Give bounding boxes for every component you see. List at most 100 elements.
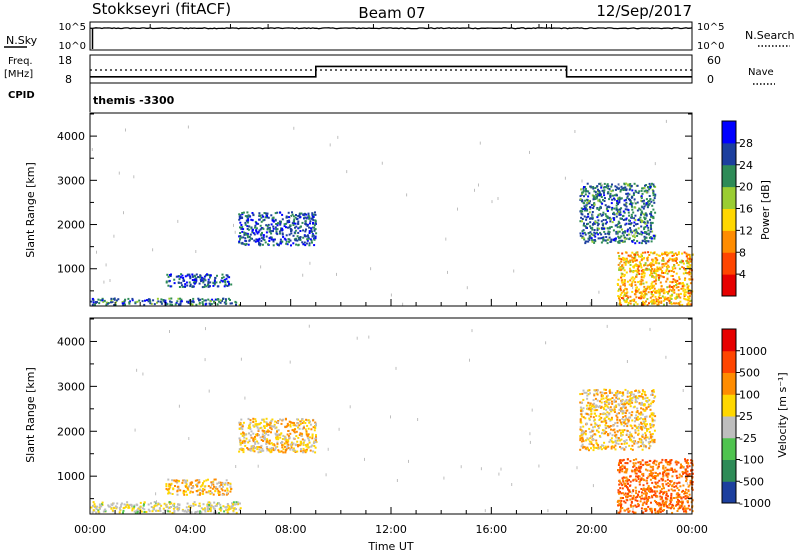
data-cell [311,433,314,436]
data-cell [582,187,585,190]
data-cell [645,288,648,291]
data-cell [646,205,649,208]
data-cell [660,301,663,304]
nave-tick-low: 0 [707,73,714,86]
data-cell [648,264,651,266]
data-cell [252,449,255,452]
data-cell [255,433,257,436]
data-cell [620,503,623,506]
data-cell [663,503,665,506]
data-cell [623,280,626,283]
data-cell [626,195,629,198]
data-cell [661,479,664,482]
data-cell [643,202,646,205]
data-cell [292,215,295,218]
data-cell [627,303,630,306]
data-cell [668,290,670,293]
data-cell [162,507,165,510]
data-cell [624,223,627,226]
data-cell [211,298,214,301]
data-cell [670,286,673,288]
data-cell [644,397,647,400]
data-cell [684,298,687,301]
data-cell [301,427,304,430]
data-cell [301,438,304,441]
data-cell [682,466,685,469]
data-cell [242,211,245,214]
data-cell [270,442,273,445]
data-cell [310,239,313,242]
data-cell [656,289,659,292]
data-cell [600,448,603,451]
data-cell [187,488,190,491]
data-cell [629,230,632,233]
data-cell [167,478,170,481]
noise-cell [177,219,179,223]
data-cell [687,301,690,304]
data-cell [660,300,663,303]
data-cell [303,241,306,244]
data-cell [269,447,272,450]
data-cell [179,297,182,300]
data-cell [263,420,266,423]
data-cell [627,488,629,491]
data-cell [670,459,673,461]
data-cell [636,418,639,421]
data-cell [169,300,171,303]
data-cell [661,509,664,512]
data-cell [607,426,610,429]
data-cell [666,260,669,263]
data-cell [636,232,639,235]
data-cell [600,196,603,198]
data-cell [631,240,634,243]
noise-cell [469,358,470,362]
data-cell [175,479,178,482]
data-cell [677,251,680,254]
data-cell [680,282,683,285]
data-cell [597,444,600,447]
data-cell [188,511,191,513]
data-cell [624,482,627,485]
data-cell [617,241,620,243]
data-cell [653,300,656,303]
data-cell [619,487,622,490]
noise-cell [686,482,688,486]
data-cell [624,403,627,406]
data-cell [242,451,245,454]
data-cell [616,416,619,419]
data-cell [650,228,653,230]
data-cell [307,214,310,217]
data-cell [270,232,273,235]
noise-cell [529,440,531,444]
data-cell [587,215,590,218]
data-cell [232,509,235,512]
data-cell [130,503,133,506]
noise-cell [618,183,620,187]
data-cell [184,285,187,288]
data-cell [677,507,680,510]
data-cell [220,507,223,510]
data-cell [649,230,652,233]
data-cell [622,297,625,300]
data-cell [289,228,292,230]
data-cell [644,445,647,448]
data-cell [167,284,170,287]
data-cell [287,447,290,450]
data-cell [191,273,194,276]
data-cell [635,414,638,417]
data-cell [220,487,223,490]
data-cell [280,220,282,223]
data-cell [651,221,654,224]
data-cell [650,240,653,243]
data-cell [630,447,632,450]
data-cell [623,273,626,276]
data-cell [680,261,683,264]
data-cell [659,281,662,284]
data-cell [169,492,172,495]
data-cell [615,393,618,396]
data-cell [589,415,592,418]
data-cell [185,281,188,284]
data-cell [294,229,297,232]
data-cell [222,485,224,488]
data-cell [579,406,582,409]
